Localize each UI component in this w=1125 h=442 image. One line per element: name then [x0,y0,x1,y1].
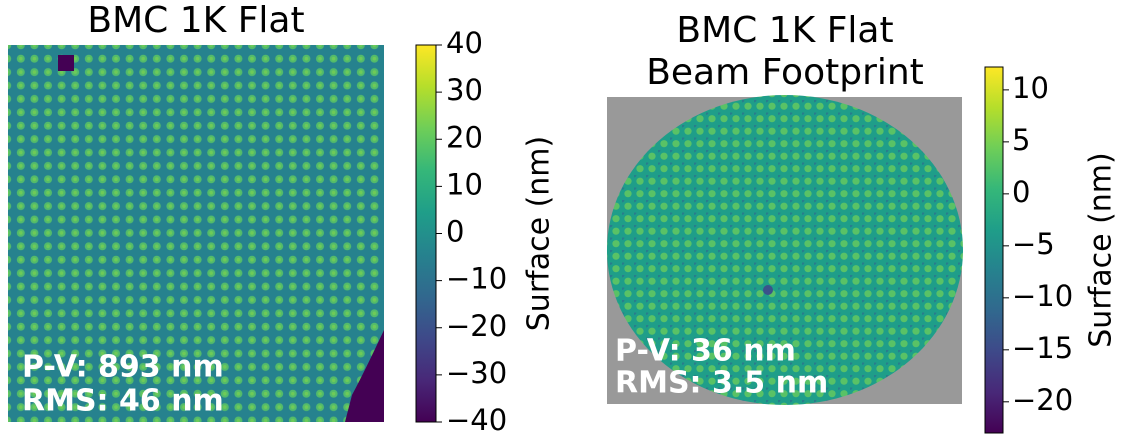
annotation: RMS: 46 nm [22,384,224,419]
annotation: P-V: 893 nm [22,350,224,385]
heatmap-right [607,95,963,405]
annotation: RMS: 3.5 nm [615,366,828,401]
colorbar [984,66,1004,434]
colorbar-tick-label: −15 [1012,331,1073,365]
chart-title: BMC 1K Flat [676,10,893,51]
colorbar-tick-label: 40 [446,26,483,60]
colorbar-tick-label: 5 [1012,123,1030,157]
colorbar-tick-label: −30 [446,356,507,390]
colorbar [415,44,437,423]
colorbar-tick-label: −10 [1012,279,1073,313]
colorbar-label: Surface (nm) [1084,152,1119,347]
colorbar-tick-label: 0 [1012,175,1030,209]
colorbar-tick-label: −20 [446,309,507,343]
colorbar-tick-label: 10 [446,167,483,201]
colorbar-tick-label: 20 [446,120,483,154]
colorbar-tick-label: −40 [446,403,507,437]
chart-subtitle: Beam Footprint [646,52,924,93]
colorbar-tick-label: −5 [1012,227,1055,261]
colorbar-tick-label: 0 [446,215,464,249]
colorbar-tick-label: −20 [1012,383,1073,417]
colorbar-tick-label: 10 [1012,71,1049,105]
colorbar-tick-label: −10 [446,262,507,296]
annotation: P-V: 36 nm [615,334,796,369]
chart-title: BMC 1K Flat [87,0,304,41]
heatmap-left [8,45,384,422]
colorbar-tick-label: 30 [446,73,483,107]
colorbar-label: Surface (nm) [522,136,557,331]
